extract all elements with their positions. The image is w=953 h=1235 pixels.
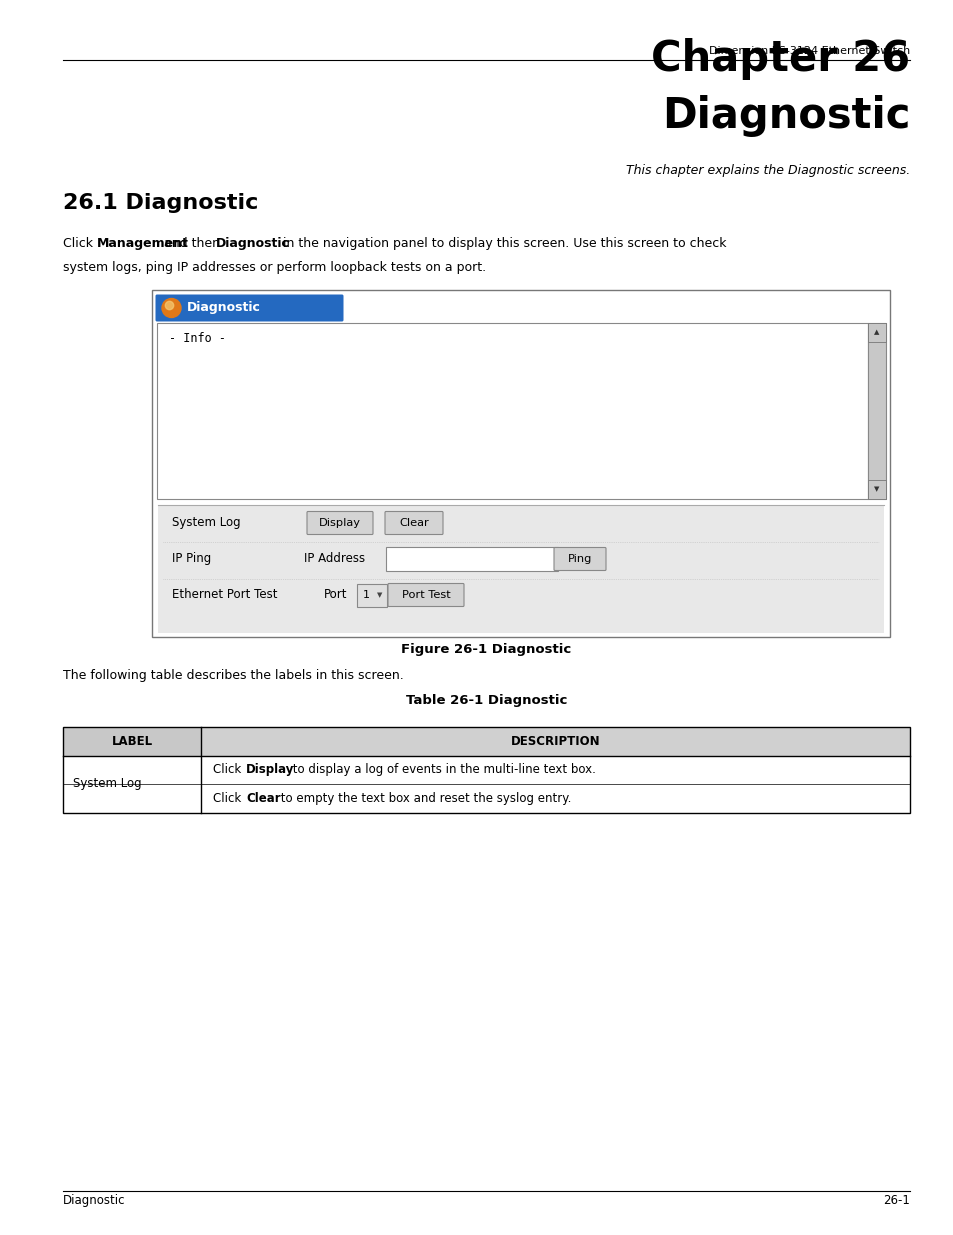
FancyBboxPatch shape [63, 727, 909, 756]
Text: Ping: Ping [567, 555, 592, 564]
Text: 26-1: 26-1 [882, 1194, 909, 1207]
Text: Diagnostic: Diagnostic [215, 237, 289, 249]
Text: to empty the text box and reset the syslog entry.: to empty the text box and reset the sysl… [276, 792, 571, 805]
Circle shape [162, 299, 181, 317]
FancyBboxPatch shape [356, 583, 387, 606]
FancyBboxPatch shape [385, 511, 442, 535]
Text: Diagnostic: Diagnostic [63, 1194, 126, 1207]
FancyBboxPatch shape [867, 324, 885, 499]
Text: ▼: ▼ [376, 592, 382, 598]
FancyBboxPatch shape [388, 583, 463, 606]
Text: IP Address: IP Address [304, 552, 365, 566]
Text: Click: Click [213, 792, 245, 805]
Text: Diagnostic: Diagnostic [661, 95, 909, 137]
FancyBboxPatch shape [155, 294, 343, 321]
FancyBboxPatch shape [386, 547, 558, 571]
Text: Figure 26-1 Diagnostic: Figure 26-1 Diagnostic [401, 643, 571, 656]
FancyBboxPatch shape [158, 505, 883, 634]
Text: - Info -: - Info - [169, 332, 226, 345]
Text: in the navigation panel to display this screen. Use this screen to check: in the navigation panel to display this … [278, 237, 725, 249]
Text: IP Ping: IP Ping [172, 552, 211, 566]
Text: Display: Display [246, 763, 294, 777]
Text: DESCRIPTION: DESCRIPTION [510, 735, 599, 747]
Text: and then: and then [159, 237, 223, 249]
Text: Clear: Clear [246, 792, 280, 805]
Text: Display: Display [318, 517, 360, 529]
FancyBboxPatch shape [307, 511, 373, 535]
FancyBboxPatch shape [157, 324, 867, 499]
Text: Port: Port [324, 589, 347, 601]
FancyBboxPatch shape [554, 547, 605, 571]
FancyBboxPatch shape [63, 727, 201, 756]
Text: System Log: System Log [73, 778, 141, 790]
Text: 26.1 Diagnostic: 26.1 Diagnostic [63, 193, 258, 212]
Text: Ethernet Port Test: Ethernet Port Test [172, 589, 277, 601]
Text: Chapter 26: Chapter 26 [650, 38, 909, 80]
FancyBboxPatch shape [867, 480, 885, 499]
Text: system logs, ping IP addresses or perform loopback tests on a port.: system logs, ping IP addresses or perfor… [63, 261, 486, 274]
Text: Click: Click [213, 763, 245, 777]
Text: Diagnostic: Diagnostic [186, 301, 260, 315]
Text: Dimension ES-3124 Ethernet Switch: Dimension ES-3124 Ethernet Switch [708, 46, 909, 56]
Text: Click: Click [63, 237, 97, 249]
Circle shape [165, 301, 173, 310]
Text: Management: Management [96, 237, 189, 249]
Text: to display a log of events in the multi-line text box.: to display a log of events in the multi-… [289, 763, 596, 777]
Text: Port Test: Port Test [401, 590, 450, 600]
Text: ▼: ▼ [873, 487, 879, 493]
Text: System Log: System Log [172, 516, 240, 530]
Text: The following table describes the labels in this screen.: The following table describes the labels… [63, 669, 403, 682]
Text: Table 26-1 Diagnostic: Table 26-1 Diagnostic [405, 694, 567, 706]
FancyBboxPatch shape [867, 324, 885, 342]
Text: LABEL: LABEL [112, 735, 152, 747]
Text: ▲: ▲ [873, 330, 879, 336]
Text: Clear: Clear [398, 517, 429, 529]
FancyBboxPatch shape [152, 290, 889, 637]
Text: This chapter explains the Diagnostic screens.: This chapter explains the Diagnostic scr… [625, 164, 909, 177]
Text: 1: 1 [363, 590, 370, 600]
